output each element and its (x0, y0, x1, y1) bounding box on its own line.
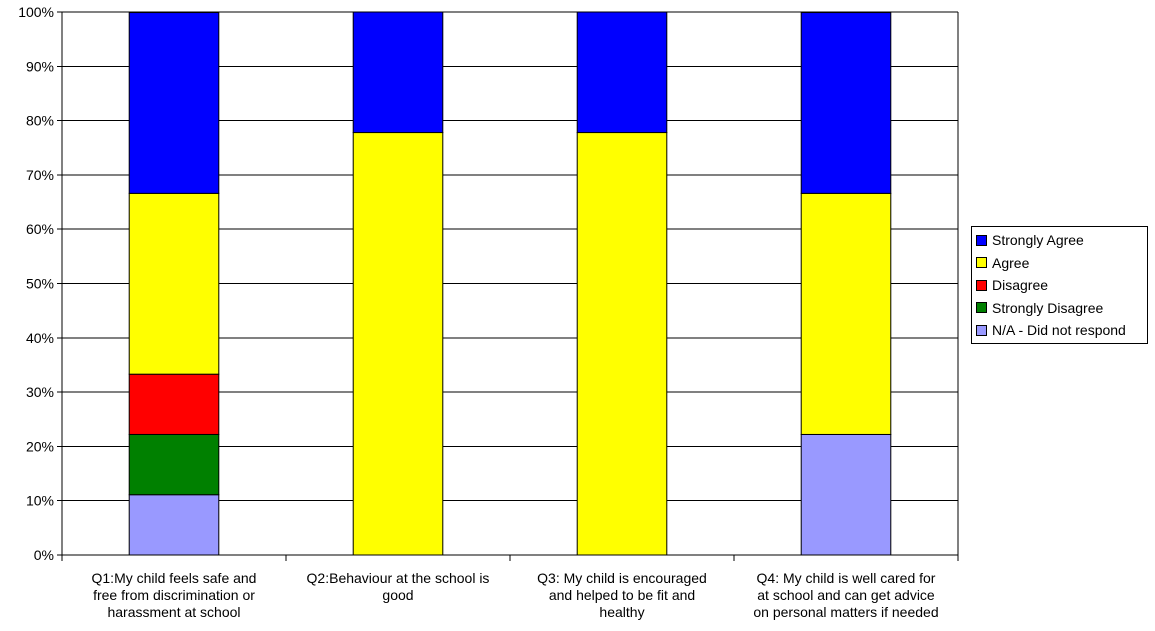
y-tick-label: 90% (26, 58, 54, 74)
x-category-label-line: at school and can get advice (757, 587, 935, 603)
legend-label: Disagree (992, 277, 1049, 293)
legend-swatch (976, 279, 987, 291)
legend-label: N/A - Did not respond (992, 322, 1126, 338)
y-tick-label: 30% (26, 384, 54, 400)
y-tick-label: 20% (26, 438, 54, 454)
x-category-label-line: good (382, 587, 414, 603)
legend-item: Strongly Disagree (976, 299, 1103, 317)
legend-swatch (976, 257, 987, 268)
legend-item: Strongly Agree (976, 231, 1084, 249)
x-category-label: Q3: My child is encouraged and helped to … (510, 570, 734, 621)
bar-segment-agree (800, 192, 892, 435)
bar-segment-strongly-agree (352, 11, 444, 134)
y-tick-label: 60% (26, 221, 54, 237)
legend-item: Disagree (976, 276, 1048, 294)
y-tick-label: 0% (34, 547, 54, 563)
y-tick-label: 80% (26, 113, 54, 129)
bar-segment-agree (352, 132, 444, 556)
x-category-label: Q1:My child feels safe and free from disc… (62, 570, 286, 621)
legend-swatch (976, 324, 987, 336)
bar-segment-strongly-agree (800, 12, 892, 194)
legend-label: Strongly Disagree (992, 299, 1104, 316)
y-tick-label: 10% (26, 493, 54, 509)
legend-swatch (976, 302, 987, 313)
bar-segment-n-a-did-not-respond (128, 494, 220, 556)
bar-segment-agree (576, 132, 668, 556)
x-category-label-line: free from discrimination or (93, 587, 255, 603)
x-category-label-line: Q3: My child is encouraged (537, 570, 707, 586)
y-tick-label: 50% (26, 276, 54, 292)
x-category-label-line: Q4: My child is well cared for (756, 570, 936, 586)
x-category-label-line: and helped to be fit and (548, 587, 696, 603)
y-tick-label: 70% (26, 167, 54, 183)
x-category-label: Q2:Behaviour at the school is good (286, 570, 510, 604)
x-category-label-line: Q2:Behaviour at the school is (306, 570, 490, 586)
legend-item: Agree (976, 254, 1029, 272)
chart-legend: Strongly Agree Agree Disagree Strongly Disa… (971, 226, 1148, 344)
y-tick-label: 40% (26, 330, 54, 346)
x-category-label-line: Q1:My child feels safe and (91, 570, 257, 586)
bar-segment-disagree (128, 373, 220, 435)
bar-segment-strongly-agree (128, 12, 220, 194)
y-tick-label: 100% (18, 4, 54, 20)
legend-label: Strongly Agree (992, 232, 1084, 248)
bar-segment-strongly-agree (576, 11, 668, 134)
legend-item: N/A - Did not respond (976, 321, 1126, 339)
x-category-label-line: healthy (599, 604, 645, 620)
legend-label: Agree (992, 254, 1030, 271)
x-category-label-line: harassment at school (107, 604, 241, 620)
bar-segment-agree (128, 192, 220, 375)
bar-segment-n-a-did-not-respond (800, 433, 892, 556)
x-category-label-line: on personal matters if needed (753, 604, 939, 620)
legend-swatch (976, 234, 987, 246)
x-category-label: Q4: My child is well cared for at school … (734, 570, 958, 621)
bar-segment-strongly-disagree (128, 433, 220, 496)
